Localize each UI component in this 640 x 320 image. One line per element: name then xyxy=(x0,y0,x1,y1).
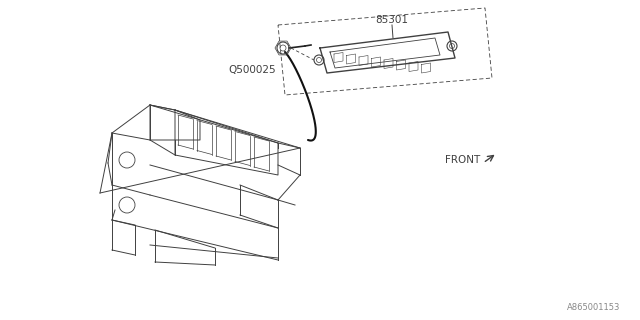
Text: Q500025: Q500025 xyxy=(228,65,276,75)
Text: A865001153: A865001153 xyxy=(566,303,620,312)
Text: 85301: 85301 xyxy=(376,15,408,25)
Text: FRONT: FRONT xyxy=(445,155,480,165)
